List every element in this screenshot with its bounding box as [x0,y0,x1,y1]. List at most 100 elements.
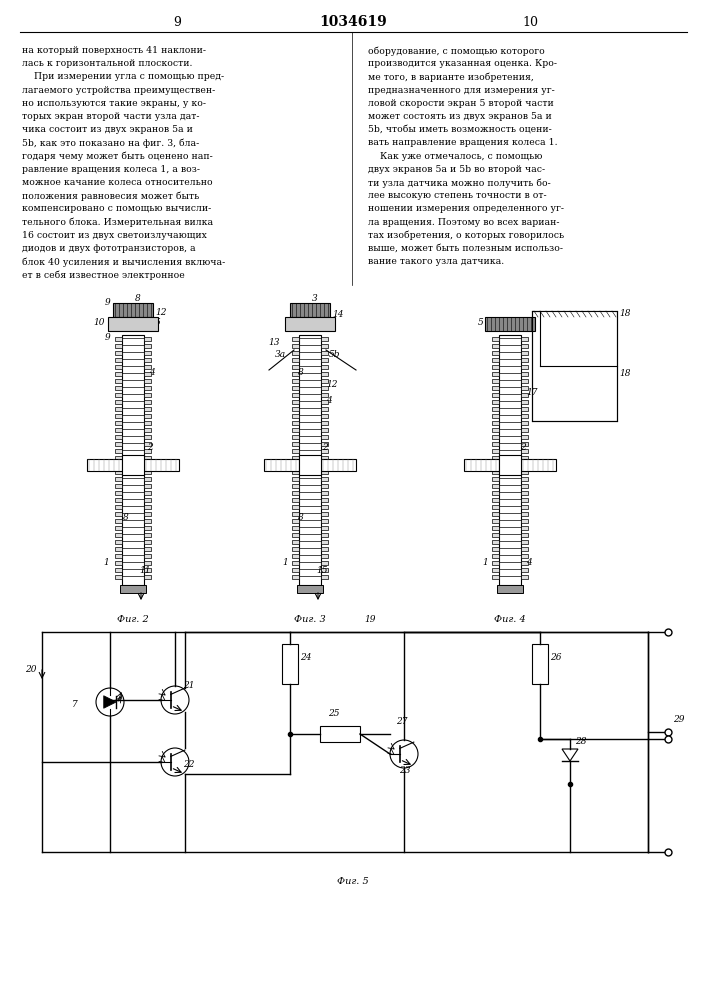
Bar [492,351,499,355]
Bar [144,414,151,418]
Bar [497,585,523,593]
Bar [285,317,335,331]
Bar [492,526,499,530]
Bar [321,463,328,467]
Bar [115,365,122,369]
Text: 20: 20 [25,665,37,674]
Bar [521,449,528,453]
Bar [144,547,151,551]
Bar [115,505,122,509]
Bar [492,421,499,425]
Bar [115,428,122,432]
Bar [492,484,499,488]
Bar [492,372,499,376]
Bar [485,317,535,331]
Text: ловой скорости экран 5 второй части: ловой скорости экран 5 второй части [368,99,554,108]
Bar [282,644,298,684]
Text: 2: 2 [147,443,153,452]
Text: может состоять из двух экранов 5а и: может состоять из двух экранов 5а и [368,112,551,121]
Text: 5: 5 [478,318,484,327]
Text: Как уже отмечалось, с помощью: Как уже отмечалось, с помощью [368,152,542,161]
Bar [492,386,499,390]
Bar [321,540,328,544]
Bar [521,407,528,411]
Bar [492,463,499,467]
Bar [321,498,328,502]
Bar [321,470,328,474]
Bar [144,400,151,404]
Text: 15: 15 [316,566,327,575]
Bar [115,512,122,516]
Bar [521,337,528,341]
Text: 18: 18 [619,369,631,378]
Bar [115,351,122,355]
Bar [144,449,151,453]
Bar [292,435,299,439]
Text: 4: 4 [326,396,332,405]
Bar [108,317,158,331]
Text: 2: 2 [520,443,526,452]
Bar [115,561,122,565]
Text: производится указанная оценка. Кро-: производится указанная оценка. Кро- [368,59,557,68]
Bar [144,484,151,488]
Bar [115,414,122,418]
Bar [321,407,328,411]
Text: Фиг. 2: Фиг. 2 [117,615,149,624]
Bar [292,491,299,495]
Bar [321,519,328,523]
Bar [144,442,151,446]
Text: равление вращения колеса 1, а воз-: равление вращения колеса 1, а воз- [22,165,200,174]
Text: 8: 8 [123,513,129,522]
Bar [292,337,299,341]
Bar [115,484,122,488]
Bar [521,561,528,565]
Bar [115,533,122,537]
Text: торых экран второй части узла дат-: торых экран второй части узла дат- [22,112,199,121]
Bar [292,519,299,523]
Bar [292,512,299,516]
Text: тельного блока. Измерительная вилка: тельного блока. Измерительная вилка [22,218,213,227]
Bar [115,358,122,362]
Polygon shape [104,696,116,708]
Text: чика состоит из двух экранов 5а и: чика состоит из двух экранов 5а и [22,125,193,134]
Bar [292,400,299,404]
Bar [521,463,528,467]
Text: 12: 12 [155,308,167,317]
Bar [292,386,299,390]
Bar [115,421,122,425]
Text: Фиг. 3: Фиг. 3 [294,615,326,624]
Bar [144,512,151,516]
Bar [521,505,528,509]
Text: лась к горизонтальной плоскости.: лась к горизонтальной плоскости. [22,59,192,68]
Bar [299,455,321,475]
Bar [321,358,328,362]
Text: 10: 10 [522,15,538,28]
Text: 26: 26 [550,653,561,662]
Bar [292,421,299,425]
Bar [292,505,299,509]
Text: 24: 24 [300,653,312,662]
Bar [492,533,499,537]
Text: предназначенного для измерения уг-: предназначенного для измерения уг- [368,86,555,95]
Bar [144,498,151,502]
Bar [292,575,299,579]
Bar [292,393,299,397]
Bar [115,491,122,495]
Text: 3а: 3а [275,350,286,359]
Text: можное качание колеса относительно: можное качание колеса относительно [22,178,213,187]
Text: 4: 4 [149,368,155,377]
Bar [492,407,499,411]
Bar [521,519,528,523]
Bar [144,491,151,495]
Bar [144,421,151,425]
Text: 22: 22 [183,760,194,769]
Bar [492,379,499,383]
Bar [292,344,299,348]
Bar [521,400,528,404]
Bar [521,365,528,369]
Bar [321,526,328,530]
Bar [292,365,299,369]
Bar [521,540,528,544]
Bar [144,505,151,509]
Bar [292,449,299,453]
